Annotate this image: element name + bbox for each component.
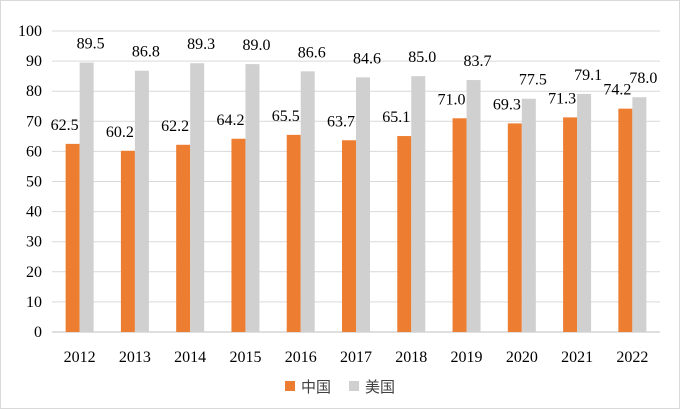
x-tick-label: 2017 [340, 349, 372, 366]
data-label-series-2: 85.0 [408, 49, 436, 66]
data-label-series-1: 65.1 [382, 109, 410, 126]
x-tick-label: 2018 [395, 349, 427, 366]
bar-series-2 [190, 63, 205, 332]
bar-series-2 [134, 70, 149, 333]
bar-series-1 [120, 150, 135, 332]
data-label-series-1: 63.7 [327, 113, 355, 130]
data-label-series-1: 60.2 [106, 124, 134, 141]
y-tick-label: 70 [26, 113, 42, 130]
x-tick-label: 2013 [119, 349, 151, 366]
bar-chart: 0 10 20 30 40 50 60 70 80 90 100 2012 2013 2014 2015 20… [18, 23, 660, 366]
legend-item-series-1: 中国 [284, 376, 331, 397]
data-label-series-2: 84.6 [353, 50, 381, 67]
data-label-series-2: 89.5 [77, 36, 105, 53]
bar-series-2 [411, 76, 426, 333]
bar-series-1 [397, 136, 412, 332]
data-label-series-1: 71.0 [438, 91, 466, 108]
bar-series-1 [176, 144, 191, 332]
data-label-series-1: 69.3 [493, 96, 521, 113]
legend-item-series-2: 美国 [349, 376, 395, 397]
legend-label-series-1: 中国 [300, 377, 331, 396]
y-tick-label: 40 [26, 204, 42, 221]
data-label-series-2: 86.8 [132, 44, 160, 61]
legend-swatch-series-1 [284, 381, 295, 391]
bar-series-2 [79, 62, 94, 332]
x-tick-label: 2014 [174, 349, 206, 366]
bar-series-2 [245, 64, 260, 333]
y-tick-label: 90 [26, 53, 42, 70]
data-label-series-1: 65.5 [272, 108, 300, 125]
bar-series-1 [507, 123, 522, 332]
data-label-series-2: 86.6 [298, 44, 326, 61]
y-tick-label: 80 [26, 83, 42, 100]
bar-series-1 [342, 140, 356, 332]
bar-series-1 [563, 117, 578, 333]
data-label-series-2: 78.0 [629, 70, 657, 87]
bar-series-1 [618, 108, 633, 333]
data-label-series-1: 64.2 [216, 112, 244, 129]
x-tick-label: 2015 [229, 349, 261, 366]
x-tick-label: 2012 [64, 349, 96, 366]
bar-series-2 [521, 98, 536, 332]
bar-series-2 [466, 80, 481, 332]
bar-series-1 [231, 138, 246, 332]
data-label-series-2: 83.7 [464, 53, 492, 70]
data-label-series-2: 77.5 [519, 72, 547, 89]
legend-swatch-series-2 [349, 381, 359, 391]
y-tick-label: 30 [26, 234, 42, 251]
y-tick-label: 60 [26, 143, 42, 160]
y-tick-label: 20 [26, 264, 42, 281]
x-tick-label: 2016 [285, 349, 317, 366]
data-label-series-2: 89.0 [242, 37, 270, 54]
bar-series-2 [300, 71, 315, 333]
data-label-series-1: 62.2 [161, 118, 189, 135]
y-tick-label: 50 [26, 174, 42, 191]
bar-series-2 [632, 97, 647, 332]
x-tick-label: 2022 [616, 349, 648, 366]
data-label-series-1: 74.2 [603, 82, 631, 99]
x-tick-label: 2021 [561, 349, 593, 366]
y-tick-label: 100 [18, 23, 42, 40]
bar-series-1 [65, 143, 80, 332]
x-tick-label: 2020 [506, 349, 538, 366]
bar-series-1 [286, 134, 301, 332]
legend: 中国 美国 [0, 374, 680, 398]
bar-series-1 [452, 118, 467, 332]
y-tick-label: 10 [26, 294, 42, 311]
bar-series-2 [356, 77, 370, 332]
legend-label-series-2: 美国 [365, 377, 396, 396]
data-label-series-2: 89.3 [187, 36, 215, 53]
y-tick-label: 0 [34, 324, 42, 341]
data-label-series-1: 71.3 [548, 90, 576, 107]
data-label-series-1: 62.5 [51, 117, 79, 134]
bar-series-2 [577, 93, 592, 332]
x-tick-label: 2019 [451, 349, 483, 366]
data-label-series-2: 79.1 [574, 67, 602, 84]
